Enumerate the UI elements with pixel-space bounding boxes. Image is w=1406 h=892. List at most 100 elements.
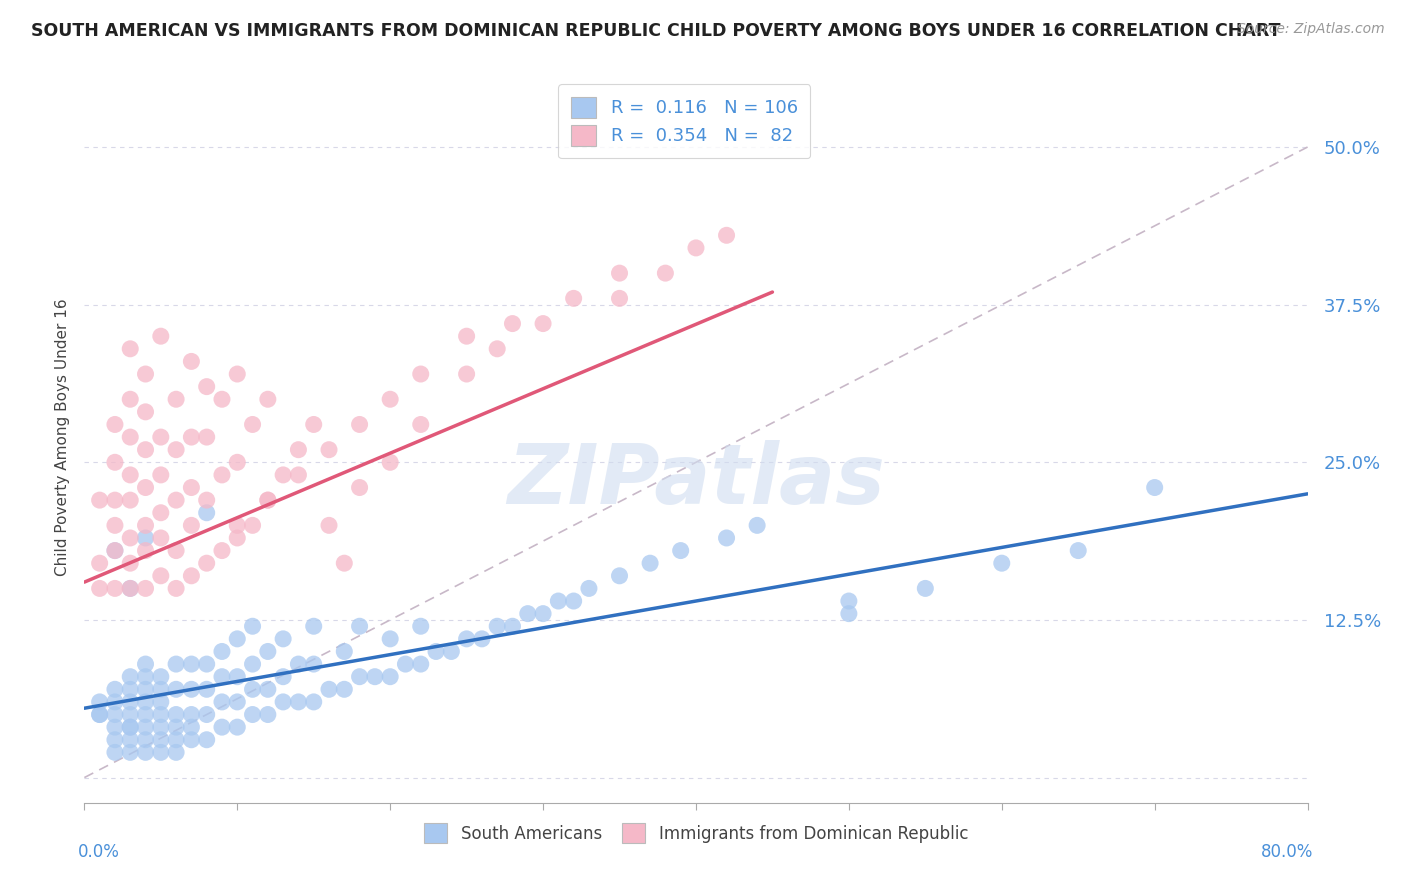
Point <box>149 732 172 747</box>
Point <box>180 682 202 697</box>
Point <box>165 543 187 558</box>
Point <box>364 670 387 684</box>
Point <box>242 682 264 697</box>
Point <box>257 392 280 407</box>
Point <box>242 619 264 633</box>
Point <box>149 670 172 684</box>
Point <box>318 442 340 457</box>
Point <box>609 266 631 280</box>
Point <box>226 518 249 533</box>
Point <box>349 670 371 684</box>
Point <box>257 493 280 508</box>
Point <box>502 619 524 633</box>
Point <box>609 291 631 305</box>
Point <box>89 707 111 722</box>
Point <box>120 493 142 508</box>
Point <box>349 481 371 495</box>
Point <box>226 720 249 734</box>
Point <box>747 518 769 533</box>
Point <box>349 417 371 432</box>
Point <box>242 518 264 533</box>
Point <box>380 632 402 646</box>
Point <box>135 481 157 495</box>
Point <box>638 556 661 570</box>
Point <box>669 543 692 558</box>
Point <box>120 467 142 482</box>
Point <box>271 467 294 482</box>
Point <box>716 228 738 243</box>
Point <box>257 682 280 697</box>
Point <box>211 720 233 734</box>
Point <box>242 417 264 432</box>
Point <box>242 707 264 722</box>
Point <box>531 317 554 331</box>
Point <box>104 518 127 533</box>
Point <box>516 607 538 621</box>
Point <box>120 682 142 697</box>
Point <box>180 569 202 583</box>
Point <box>394 657 416 671</box>
Point <box>120 732 142 747</box>
Point <box>1067 543 1090 558</box>
Point <box>211 695 233 709</box>
Point <box>333 644 356 658</box>
Point <box>287 467 309 482</box>
Point <box>135 543 157 558</box>
Point <box>211 392 233 407</box>
Point <box>104 707 127 722</box>
Point <box>165 582 187 596</box>
Point <box>120 556 142 570</box>
Point <box>165 442 187 457</box>
Point <box>271 632 294 646</box>
Point <box>180 481 202 495</box>
Point <box>226 632 249 646</box>
Point <box>333 682 356 697</box>
Point <box>89 556 111 570</box>
Point <box>242 657 264 671</box>
Point <box>271 670 294 684</box>
Point <box>302 657 325 671</box>
Point <box>135 405 157 419</box>
Point <box>226 455 249 469</box>
Point <box>502 317 524 331</box>
Point <box>180 430 202 444</box>
Point <box>195 556 218 570</box>
Point <box>195 379 218 393</box>
Point <box>180 657 202 671</box>
Point <box>104 543 127 558</box>
Point <box>195 657 218 671</box>
Point <box>226 367 249 381</box>
Point <box>135 707 157 722</box>
Point <box>456 632 478 646</box>
Point <box>302 619 325 633</box>
Point <box>135 682 157 697</box>
Point <box>287 442 309 457</box>
Point <box>211 670 233 684</box>
Point <box>226 531 249 545</box>
Point <box>409 367 432 381</box>
Point <box>211 543 233 558</box>
Point <box>89 695 111 709</box>
Point <box>120 720 142 734</box>
Point <box>180 720 202 734</box>
Point <box>104 695 127 709</box>
Point <box>257 644 280 658</box>
Point <box>180 354 202 368</box>
Point <box>195 732 218 747</box>
Text: 0.0%: 0.0% <box>79 843 120 861</box>
Point <box>149 506 172 520</box>
Point <box>531 607 554 621</box>
Text: Source: ZipAtlas.com: Source: ZipAtlas.com <box>1237 22 1385 37</box>
Point <box>104 455 127 469</box>
Point <box>257 707 280 722</box>
Point <box>104 745 127 759</box>
Point <box>547 594 569 608</box>
Point <box>409 417 432 432</box>
Point <box>165 732 187 747</box>
Point <box>380 670 402 684</box>
Point <box>165 745 187 759</box>
Point <box>135 670 157 684</box>
Point <box>120 430 142 444</box>
Point <box>120 342 142 356</box>
Point <box>440 644 463 658</box>
